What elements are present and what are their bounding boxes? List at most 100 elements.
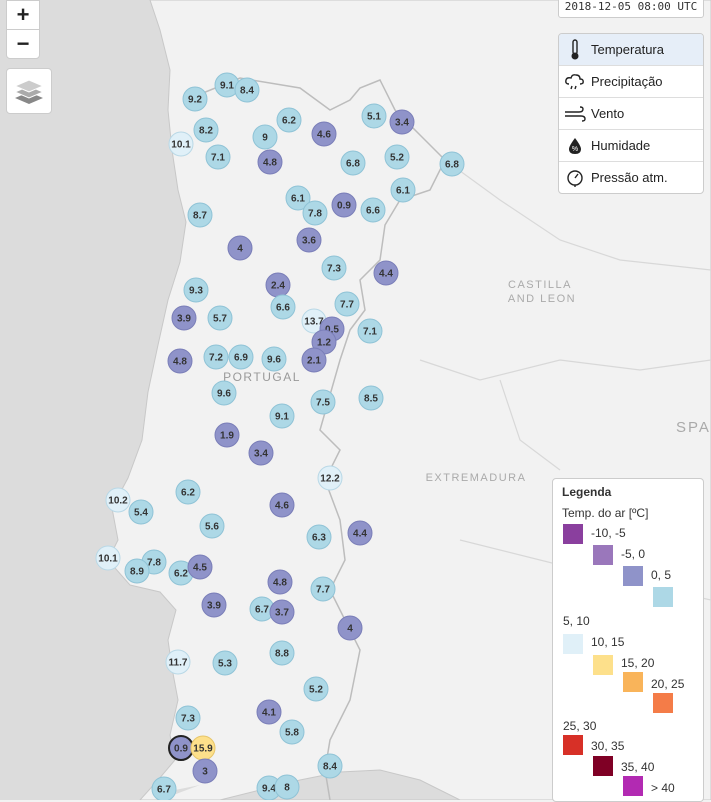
station-marker[interactable]: 9 [252,124,278,150]
station-marker[interactable]: 8 [274,774,300,800]
station-marker[interactable]: 9.6 [261,346,287,372]
station-value: 6.2 [282,116,296,127]
station-marker[interactable]: 6.8 [340,150,366,176]
station-circle [201,592,227,618]
station-marker[interactable]: 6.1 [285,185,311,211]
station-marker[interactable]: 7.2 [203,344,229,370]
station-value: 5.3 [218,659,232,670]
var-precipitation[interactable]: Precipitação [559,65,703,97]
station-marker[interactable]: 8.4 [317,753,343,779]
station-marker[interactable]: 3.6 [296,227,322,253]
var-precipitation-label: Precipitação [591,74,663,89]
var-temperature[interactable]: Temperatura [559,34,703,65]
station-marker[interactable]: 7.1 [205,144,231,170]
station-marker[interactable]: 5.1 [361,103,387,129]
station-marker[interactable]: 4.6 [269,492,295,518]
station-marker[interactable]: 6.7 [151,776,177,800]
station-marker[interactable]: 3.4 [389,109,415,135]
station-marker[interactable]: 9.1 [269,403,295,429]
station-marker[interactable]: 8.4 [234,77,260,103]
station-marker[interactable]: 12.2 [317,465,343,491]
station-marker[interactable]: 1.9 [214,422,240,448]
station-marker[interactable]: 7.8 [302,200,328,226]
station-marker[interactable]: 4.6 [311,121,337,147]
station-marker[interactable]: 4.8 [267,569,293,595]
station-marker[interactable]: 6.2 [276,107,302,133]
station-marker[interactable]: 7.3 [175,705,201,731]
station-marker[interactable]: 5.2 [384,144,410,170]
station-marker[interactable]: 5.2 [303,676,329,702]
station-marker[interactable]: 9.3 [183,277,209,303]
station-marker[interactable]: 11.7 [165,649,191,675]
station-circle [182,86,208,112]
legend-label: -5, 0 [621,547,646,561]
station-marker[interactable]: 6.9 [228,344,254,370]
station-marker[interactable]: 5.4 [128,499,154,525]
station-marker[interactable]: 5.8 [279,719,305,745]
station-circle [361,103,387,129]
region-border [419,159,711,601]
station-marker[interactable]: 4.4 [373,260,399,286]
var-humidity[interactable]: % Humidade [559,129,703,161]
station-marker[interactable]: 7.1 [357,318,383,344]
station-marker[interactable]: 2.4 [265,272,291,298]
station-marker[interactable]: 4 [227,235,253,261]
station-marker[interactable]: 7.7 [334,291,360,317]
station-marker[interactable]: 5.6 [199,513,225,539]
station-value: 5.2 [309,685,323,696]
legend-label: 25, 30 [563,719,597,733]
station-marker[interactable]: 7.3 [321,255,347,281]
station-marker[interactable]: 7.7 [310,576,336,602]
station-marker[interactable]: 3.9 [201,592,227,618]
station-marker[interactable]: 7.5 [310,389,336,415]
station-marker[interactable]: 8.2 [193,117,219,143]
station-marker[interactable]: 6.2 [168,560,194,586]
station-marker[interactable]: 3 [192,758,218,784]
station-marker[interactable]: 6.2 [175,479,201,505]
station-value: 6.6 [366,206,380,217]
zoom-out-button[interactable]: − [7,29,39,58]
station-value: 2.1 [307,356,321,367]
station-marker[interactable]: 5.3 [212,650,238,676]
var-pressure[interactable]: Pressão atm. [559,161,703,193]
station-marker[interactable]: 6.8 [439,151,465,177]
station-marker[interactable]: 4.1 [256,699,282,725]
station-marker[interactable]: 0.9 [331,192,357,218]
station-marker[interactable]: 0.9 [168,735,194,761]
var-wind[interactable]: Vento [559,97,703,129]
station-value: 9.1 [275,412,289,423]
station-marker[interactable]: 8.7 [187,202,213,228]
zoom-in-button[interactable]: + [16,2,30,27]
station-marker[interactable]: 10.2 [105,487,131,513]
station-marker[interactable]: 6.6 [360,197,386,223]
station-marker[interactable]: 10.1 [95,545,121,571]
station-marker[interactable]: 10.1 [168,131,194,157]
station-marker[interactable]: 5.7 [207,305,233,331]
var-pressure-label: Pressão atm. [591,170,668,185]
layers-button[interactable] [6,68,52,114]
station-marker[interactable]: 3.7 [269,599,295,625]
station-marker[interactable]: 8.9 [124,558,150,584]
station-circle [267,569,293,595]
station-marker[interactable]: 3.9 [171,305,197,331]
station-marker[interactable]: 9.2 [182,86,208,112]
station-marker[interactable]: 8.5 [358,385,384,411]
legend-swatch [653,587,673,607]
station-value: 8.4 [323,762,337,773]
station-marker[interactable]: 6.1 [390,177,416,203]
station-marker[interactable]: 3.4 [248,440,274,466]
station-marker[interactable]: 2.1 [301,347,327,373]
station-marker[interactable]: 4.8 [257,149,283,175]
var-wind-label: Vento [591,106,625,121]
station-marker[interactable]: 6.6 [270,294,296,320]
station-value: 7.1 [363,327,377,338]
station-marker[interactable]: 4.5 [187,554,213,580]
station-marker[interactable]: 9.6 [211,380,237,406]
station-marker[interactable]: 4.8 [167,348,193,374]
station-marker[interactable]: 8.8 [269,640,295,666]
station-marker[interactable]: 4.4 [347,520,373,546]
legend-swatch [623,672,643,692]
station-marker[interactable]: 6.3 [306,524,332,550]
station-marker[interactable]: 4 [337,615,363,641]
station-marker[interactable]: 15.9 [190,735,216,761]
